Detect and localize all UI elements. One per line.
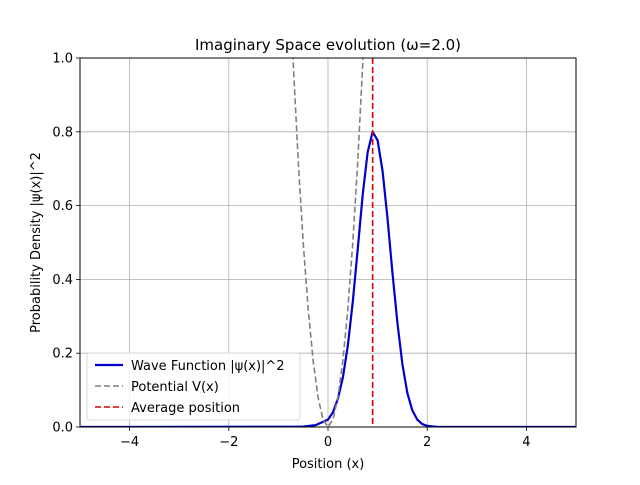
y-tick-label: 0.2 — [52, 347, 73, 362]
legend-label-potential: Potential V(x) — [131, 380, 219, 395]
y-tick-label: 0.0 — [52, 421, 73, 436]
x-tick-label: 0 — [324, 435, 332, 450]
legend-label-average-position: Average position — [131, 401, 240, 416]
legend-label-wave-function: Wave Function |ψ(x)|^2 — [131, 359, 285, 374]
series-layer — [80, 58, 576, 427]
chart-title: Imaginary Space evolution (ω=2.0) — [195, 36, 461, 54]
x-axis-ticks: −4 −2 0 2 4 — [120, 427, 531, 450]
x-tick-label: 4 — [522, 435, 530, 450]
x-tick-label: −2 — [219, 435, 238, 450]
wave-function-curve — [80, 130, 576, 427]
plot-area — [80, 58, 576, 427]
y-tick-label: 1.0 — [52, 52, 73, 67]
x-tick-label: 2 — [423, 435, 431, 450]
legend: Wave Function |ψ(x)|^2 Potential V(x) Av… — [86, 352, 301, 421]
y-tick-label: 0.8 — [52, 125, 73, 140]
x-tick-label: −4 — [120, 435, 139, 450]
legend-box — [86, 352, 301, 421]
y-axis-label: Probability Density |ψ(x)|^2 — [29, 152, 44, 333]
y-axis-ticks: 0.0 0.2 0.4 0.6 0.8 1.0 — [52, 52, 80, 436]
x-axis-label: Position (x) — [292, 457, 365, 472]
y-tick-label: 0.6 — [52, 199, 73, 214]
y-tick-label: 0.4 — [52, 273, 73, 288]
potential-curve — [292, 58, 364, 427]
